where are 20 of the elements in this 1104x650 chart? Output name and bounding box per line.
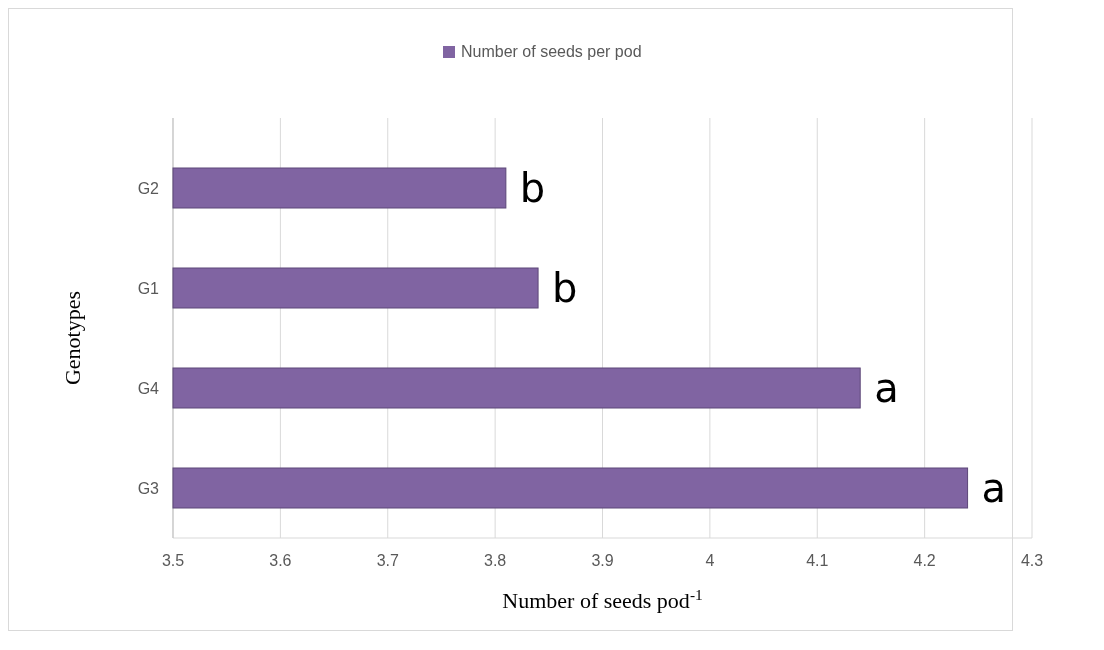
y-tick-label: G3 [137,480,160,497]
x-tick-label: 3.8 [484,552,507,569]
annotation: b [552,265,578,311]
x-tick-label: 3.6 [269,552,292,569]
x-tick-label: 4.2 [913,552,936,569]
annotation: b [519,165,546,211]
y-tick-label: G4 [137,380,160,397]
y-tick-label: G2 [137,180,160,197]
x-tick-label: 3.7 [376,552,399,569]
x-tick-label: 4.1 [806,552,829,569]
x-tick-label: 4 [705,552,715,569]
legend-label: Number of seeds per pod [461,43,642,60]
annotation: a [981,465,1007,511]
x-axis-title: Number of seeds pod$^{-1}$ [502,585,703,613]
y-axis-title: Genotypes [60,290,85,386]
y-tick-label: G1 [137,280,160,297]
x-tick-label: 3.9 [591,552,614,569]
x-tick-label: 3.5 [161,552,185,569]
x-tick-label: 4.3 [1020,552,1044,569]
annotation: a [874,365,899,411]
